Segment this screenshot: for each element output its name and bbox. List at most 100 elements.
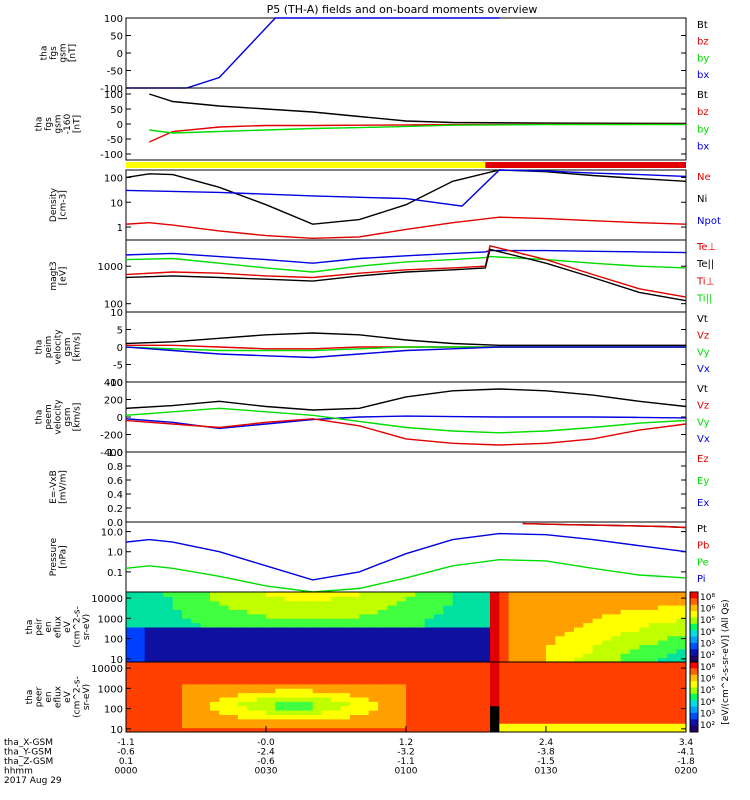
spectrogram-cell <box>200 692 211 698</box>
spectrogram-cell <box>303 657 314 663</box>
spectrogram-cell <box>415 714 426 720</box>
spectrogram-cell <box>592 622 603 628</box>
spectrogram-cell <box>163 679 174 685</box>
spectrogram-cell <box>406 644 416 650</box>
spectrogram-cell <box>182 609 192 615</box>
spectrogram-cell <box>471 697 482 702</box>
spectrogram-cell <box>200 718 211 724</box>
spectrogram-cell <box>658 697 668 702</box>
spectrogram-cell <box>266 622 276 628</box>
spectrogram-cell <box>536 644 547 650</box>
spectrogram-cell <box>648 631 659 637</box>
spectrogram-cell <box>620 648 631 654</box>
spectrogram-cell <box>434 635 444 641</box>
spectrogram-cell <box>611 622 622 628</box>
spectrogram-cell <box>620 718 631 724</box>
spectrogram-cell <box>536 662 547 667</box>
spectrogram-cell <box>480 622 491 628</box>
spectrogram-cell <box>546 613 556 619</box>
spectrogram-cell <box>574 666 584 672</box>
spectrogram-cell <box>135 613 146 619</box>
spectrogram-cell <box>340 653 351 659</box>
spectrogram-cell <box>303 635 314 641</box>
spectrogram-cell <box>518 666 528 672</box>
spectrogram-cell <box>182 653 192 659</box>
spectrogram-cell <box>490 592 500 597</box>
spectrogram-cell <box>471 605 482 610</box>
spectrogram-cell <box>490 662 500 667</box>
spectrogram-cell <box>667 635 678 641</box>
colorbar-tick-label: 10⁸ <box>700 663 715 673</box>
spectrogram-cell <box>574 618 584 624</box>
spectrogram-cell <box>182 727 192 733</box>
spectrogram-cell <box>322 631 332 637</box>
spectrogram-cell <box>238 618 248 624</box>
spectrogram-cell <box>406 670 416 676</box>
spectrogram-cell <box>154 622 164 628</box>
spectrogram-cell <box>406 640 416 645</box>
spectrogram-cell <box>163 640 174 645</box>
spectrogram-cell <box>527 613 538 619</box>
spectrogram-cell <box>396 644 407 650</box>
spectrogram-cell <box>443 631 454 637</box>
spectrogram-cell <box>340 727 351 733</box>
spectrogram-cell <box>340 600 351 606</box>
spectrogram-cell <box>499 609 510 615</box>
spectrogram-cell <box>238 697 248 702</box>
spectrogram-cell <box>639 622 650 628</box>
spectrogram-cell <box>574 592 584 597</box>
spectrogram-cell <box>368 613 379 619</box>
spectrogram-cell <box>667 723 678 729</box>
spectrogram-cell <box>574 635 584 641</box>
spectrogram-cell <box>424 710 435 715</box>
spectrogram-cell <box>536 701 547 707</box>
legend-entry: bz <box>697 37 709 48</box>
spectrogram-cell <box>490 727 500 733</box>
spectrogram-cell <box>527 710 538 715</box>
spectrogram-cell <box>284 701 295 707</box>
spectrogram-cell <box>368 605 379 610</box>
spectrogram-cell <box>284 679 295 685</box>
spectrogram-cell <box>135 688 146 694</box>
spectrogram-cell <box>172 683 183 689</box>
spectrogram-cell <box>658 596 668 602</box>
legend-entry: Npot <box>697 216 721 227</box>
spectrogram-cell <box>172 657 183 663</box>
spectrogram-cell <box>555 648 566 654</box>
spectrogram-cell <box>144 609 155 615</box>
y-axis-label: gsm <box>63 337 73 356</box>
spectrogram-cell <box>499 670 510 676</box>
spectrogram-cell <box>368 710 379 715</box>
spectrogram-cell <box>210 627 220 632</box>
spectrogram-cell <box>378 675 388 680</box>
spectrogram-cell <box>415 727 426 733</box>
spectrogram-cell <box>210 648 220 654</box>
spectrogram-cell <box>462 688 472 694</box>
spectrogram-cell <box>658 723 668 729</box>
spectrogram-cell <box>256 688 267 694</box>
spectrogram-cell <box>256 648 267 654</box>
spectrogram-cell <box>574 613 584 619</box>
spectrogram-cell <box>583 710 594 715</box>
spectrogram-cell <box>331 613 342 619</box>
spectrogram-cell <box>424 592 435 597</box>
spectrogram-cell <box>406 666 416 672</box>
spectrogram-cell <box>210 710 220 715</box>
spectrogram-cell <box>443 648 454 654</box>
y-tick-label: 0.6 <box>107 476 123 487</box>
spectrogram-cell <box>574 723 584 729</box>
spectrogram-cell <box>443 644 454 650</box>
spectrogram-cell <box>266 697 276 702</box>
spectrogram-cell <box>536 675 547 680</box>
spectrogram-cell <box>443 635 454 641</box>
spectrogram-cell <box>144 635 155 641</box>
spectrogram-cell <box>490 644 500 650</box>
spectrogram-cell <box>648 710 659 715</box>
spectrogram-cell <box>564 679 575 685</box>
spectrogram-cell <box>350 653 360 659</box>
spectrogram-cell <box>639 688 650 694</box>
spectrogram-cell <box>602 714 612 720</box>
spectrogram-cell <box>303 631 314 637</box>
spectrogram-cell <box>182 657 192 663</box>
spectrogram-cell <box>611 662 622 667</box>
